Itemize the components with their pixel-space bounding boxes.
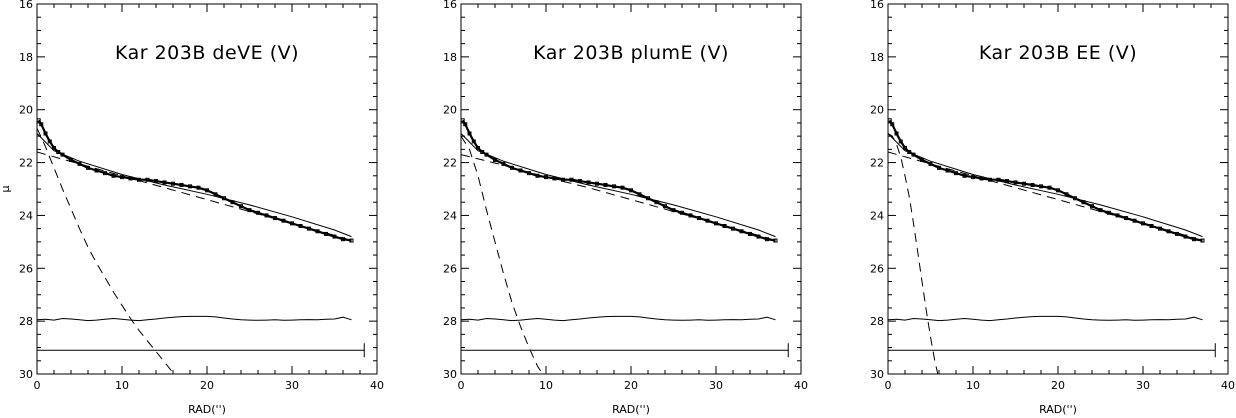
solid-series-line — [888, 133, 1203, 238]
x-tick-label: 20 — [624, 379, 638, 392]
dashed-component-line — [37, 127, 175, 374]
y-tick-label: 18 — [443, 51, 457, 64]
chart-title: Kar 203B deVE (V) — [115, 42, 299, 64]
y-tick-label: 26 — [443, 262, 457, 275]
solid-series-line — [37, 133, 352, 238]
x-axis-label: RAD('') — [188, 403, 226, 416]
x-tick-label: 30 — [285, 379, 299, 392]
x-tick-label: 10 — [539, 379, 553, 392]
y-tick-label: 26 — [19, 262, 33, 275]
y-tick-label: 20 — [870, 104, 884, 117]
y-tick-label: 24 — [870, 209, 884, 222]
dashed-component-line — [461, 154, 776, 241]
y-tick-label: 28 — [443, 315, 457, 328]
y-tick-label: 24 — [19, 209, 33, 222]
x-axis-label: RAD('') — [612, 403, 650, 416]
data-points-series — [461, 118, 778, 243]
chart-panel-3: 0 10 20 30 40 16 18 20 22 24 26 28 30 RAD('') Kar 203B… — [870, 0, 1235, 416]
x-tick-label: 40 — [794, 379, 808, 392]
x-tick-label: 40 — [1221, 379, 1235, 392]
x-tick-label: 20 — [200, 379, 214, 392]
data-points-series — [888, 118, 1205, 243]
solid-series-line — [461, 133, 776, 238]
dashed-component-line — [888, 133, 939, 374]
y-tick-label: 30 — [870, 368, 884, 381]
x-tick-label: 30 — [1136, 379, 1150, 392]
x-tick-label: 0 — [458, 379, 465, 392]
y-tick-label: 30 — [19, 368, 33, 381]
dashed-component-line — [888, 151, 1203, 241]
data-points-line — [461, 119, 776, 242]
x-tick-label: 40 — [370, 379, 384, 392]
y-tick-label: 16 — [443, 0, 457, 11]
y-tick-label: 18 — [870, 51, 884, 64]
x-tick-label: 20 — [1051, 379, 1065, 392]
data-points-line — [37, 119, 352, 242]
series-group — [888, 118, 1216, 374]
y-tick-label: 22 — [443, 157, 457, 170]
dashed-component-line — [37, 151, 352, 241]
y-tick-label: 24 — [443, 209, 457, 222]
x-axis-label: RAD('') — [1039, 403, 1077, 416]
y-axis-label: μ — [0, 186, 12, 193]
x-tick-label: 10 — [966, 379, 980, 392]
x-tick-label: 30 — [709, 379, 723, 392]
solid-series-line — [461, 315, 776, 322]
chart-title: Kar 203B plumE (V) — [533, 42, 729, 64]
y-tick-label: 26 — [870, 262, 884, 275]
y-tick-label: 22 — [870, 157, 884, 170]
solid-series-line — [37, 315, 352, 322]
x-tick-label: 0 — [34, 379, 41, 392]
data-points-line — [888, 119, 1203, 242]
chart-panel-2: 0 10 20 30 40 16 18 20 22 24 26 28 30 RAD('') Kar 203B… — [443, 0, 808, 416]
series-group — [461, 118, 789, 374]
y-tick-label: 28 — [19, 315, 33, 328]
y-tick-label: 18 — [19, 51, 33, 64]
x-tick-label: 10 — [115, 379, 129, 392]
y-tick-label: 30 — [443, 368, 457, 381]
series-group — [37, 118, 365, 374]
dashed-component-line — [461, 135, 544, 374]
y-tick-label: 20 — [443, 104, 457, 117]
chart-panel-1: 0 10 20 30 40 16 18 20 22 24 26 28 30 RAD('') μ Kar 203… — [0, 0, 384, 416]
y-tick-label: 22 — [19, 157, 33, 170]
y-tick-label: 16 — [870, 0, 884, 11]
chart-title: Kar 203B EE (V) — [979, 42, 1137, 64]
data-points-series — [37, 118, 354, 243]
y-tick-label: 16 — [19, 0, 33, 11]
y-tick-label: 20 — [19, 104, 33, 117]
x-tick-label: 0 — [885, 379, 892, 392]
solid-series-line — [888, 315, 1203, 322]
y-tick-label: 28 — [870, 315, 884, 328]
